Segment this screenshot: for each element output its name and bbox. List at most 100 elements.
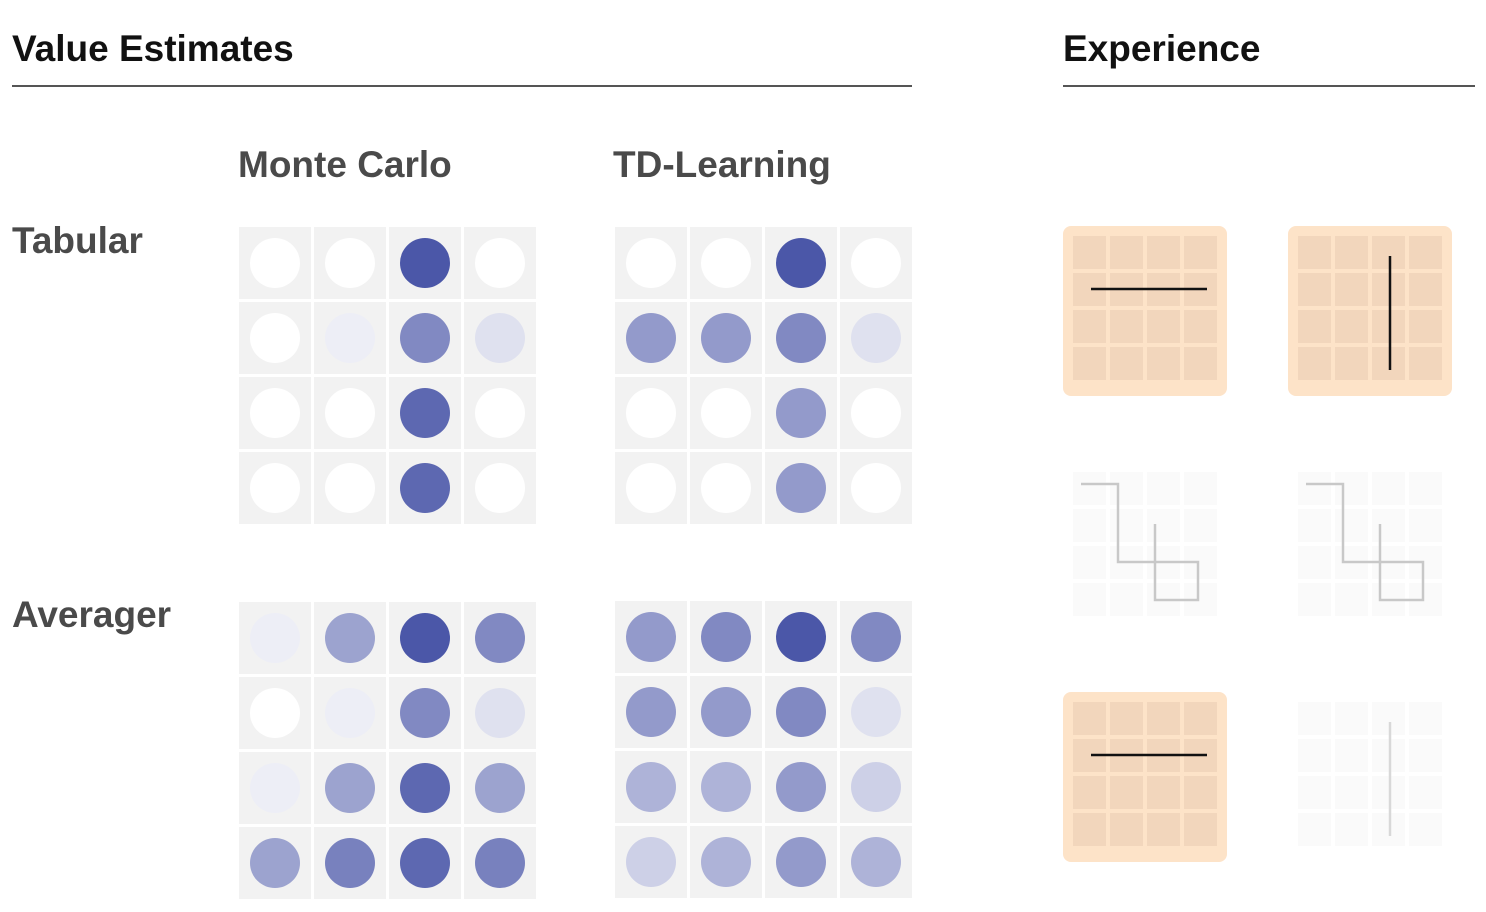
experience-cell [1110,702,1143,735]
experience-cell [1372,776,1405,809]
grid-cell [314,302,386,374]
experience-cell [1147,347,1180,380]
experience-cell [1409,509,1442,542]
value-dot [626,837,676,887]
grid-cell [765,377,837,449]
grid-cell [314,452,386,524]
grid-cell [389,602,461,674]
value-dot [701,313,751,363]
grid-cell [765,826,837,898]
value-dot [475,388,525,438]
grid-cell [615,377,687,449]
value-dot [475,238,525,288]
grid-cell [239,227,311,299]
grid-cell [314,677,386,749]
grid-cell [840,751,912,823]
value-dot [400,463,450,513]
grid-cell [464,752,536,824]
experience-cell [1073,310,1106,343]
experience-cell [1335,583,1368,616]
grid-cell [765,452,837,524]
experience-cell [1372,310,1405,343]
value-dot [776,612,826,662]
experience-cell [1184,310,1217,343]
value-dot [851,762,901,812]
experience-cell [1073,236,1106,269]
value-dot [701,238,751,288]
value-dot [400,763,450,813]
experience-cell [1298,472,1331,505]
experience-cell [1335,813,1368,846]
grid-cell [765,751,837,823]
experience-panel-svg [1073,472,1217,616]
experience-cell [1409,739,1442,772]
experience-cell [1298,813,1331,846]
experience-cell [1073,347,1106,380]
experience-cell [1110,347,1143,380]
experience-cell [1147,813,1180,846]
experience-cell [1372,813,1405,846]
experience-cell [1335,347,1368,380]
grid-cell [690,452,762,524]
value-dot [776,762,826,812]
grid-cell [239,377,311,449]
value-dot [250,688,300,738]
value-dot [776,388,826,438]
experience-cell [1335,509,1368,542]
experience-cell [1110,310,1143,343]
value-dot [400,313,450,363]
grid-cell [840,302,912,374]
value-dot [400,838,450,888]
experience-cell [1073,813,1106,846]
value-grid-tabular-td-learning [615,227,912,524]
grid-cell [314,752,386,824]
experience-cell [1184,509,1217,542]
experience-rule [1063,85,1475,87]
experience-cell [1335,273,1368,306]
experience-cell [1147,776,1180,809]
experience-cell [1298,509,1331,542]
grid-cell [314,602,386,674]
value-dot [626,388,676,438]
experience-panel-svg [1288,226,1452,396]
value-dot [851,238,901,288]
value-dot [475,688,525,738]
value-dot [776,313,826,363]
value-dot [250,763,300,813]
value-grid-averager-monte-carlo [239,602,536,899]
grid-cell [765,227,837,299]
experience-cell [1110,813,1143,846]
grid-cell [615,302,687,374]
experience-cell [1298,310,1331,343]
value-dot [776,687,826,737]
experience-panel-3 [1063,462,1227,632]
grid-cell [389,302,461,374]
experience-cell [1409,813,1442,846]
grid-cell [690,601,762,673]
grid-cell [840,452,912,524]
experience-panel-svg [1063,226,1227,396]
experience-cell [1073,776,1106,809]
experience-cell [1372,702,1405,735]
grid-cell [765,601,837,673]
value-dot [701,463,751,513]
experience-cell [1335,310,1368,343]
experience-cell [1110,236,1143,269]
grid-cell [615,826,687,898]
experience-cell [1409,347,1442,380]
experience-cell [1298,702,1331,735]
experience-cell [1184,472,1217,505]
experience-cell [1298,546,1331,579]
value-dot [701,388,751,438]
value-dot [325,688,375,738]
grid-cell [464,302,536,374]
grid-cell [765,676,837,748]
value-dot [250,838,300,888]
experience-cell [1372,472,1405,505]
experience-cell [1073,702,1106,735]
grid-cell [389,452,461,524]
experience-cell [1184,236,1217,269]
experience-cell [1184,702,1217,735]
experience-cell [1298,583,1331,616]
trajectory-path [1306,482,1425,602]
